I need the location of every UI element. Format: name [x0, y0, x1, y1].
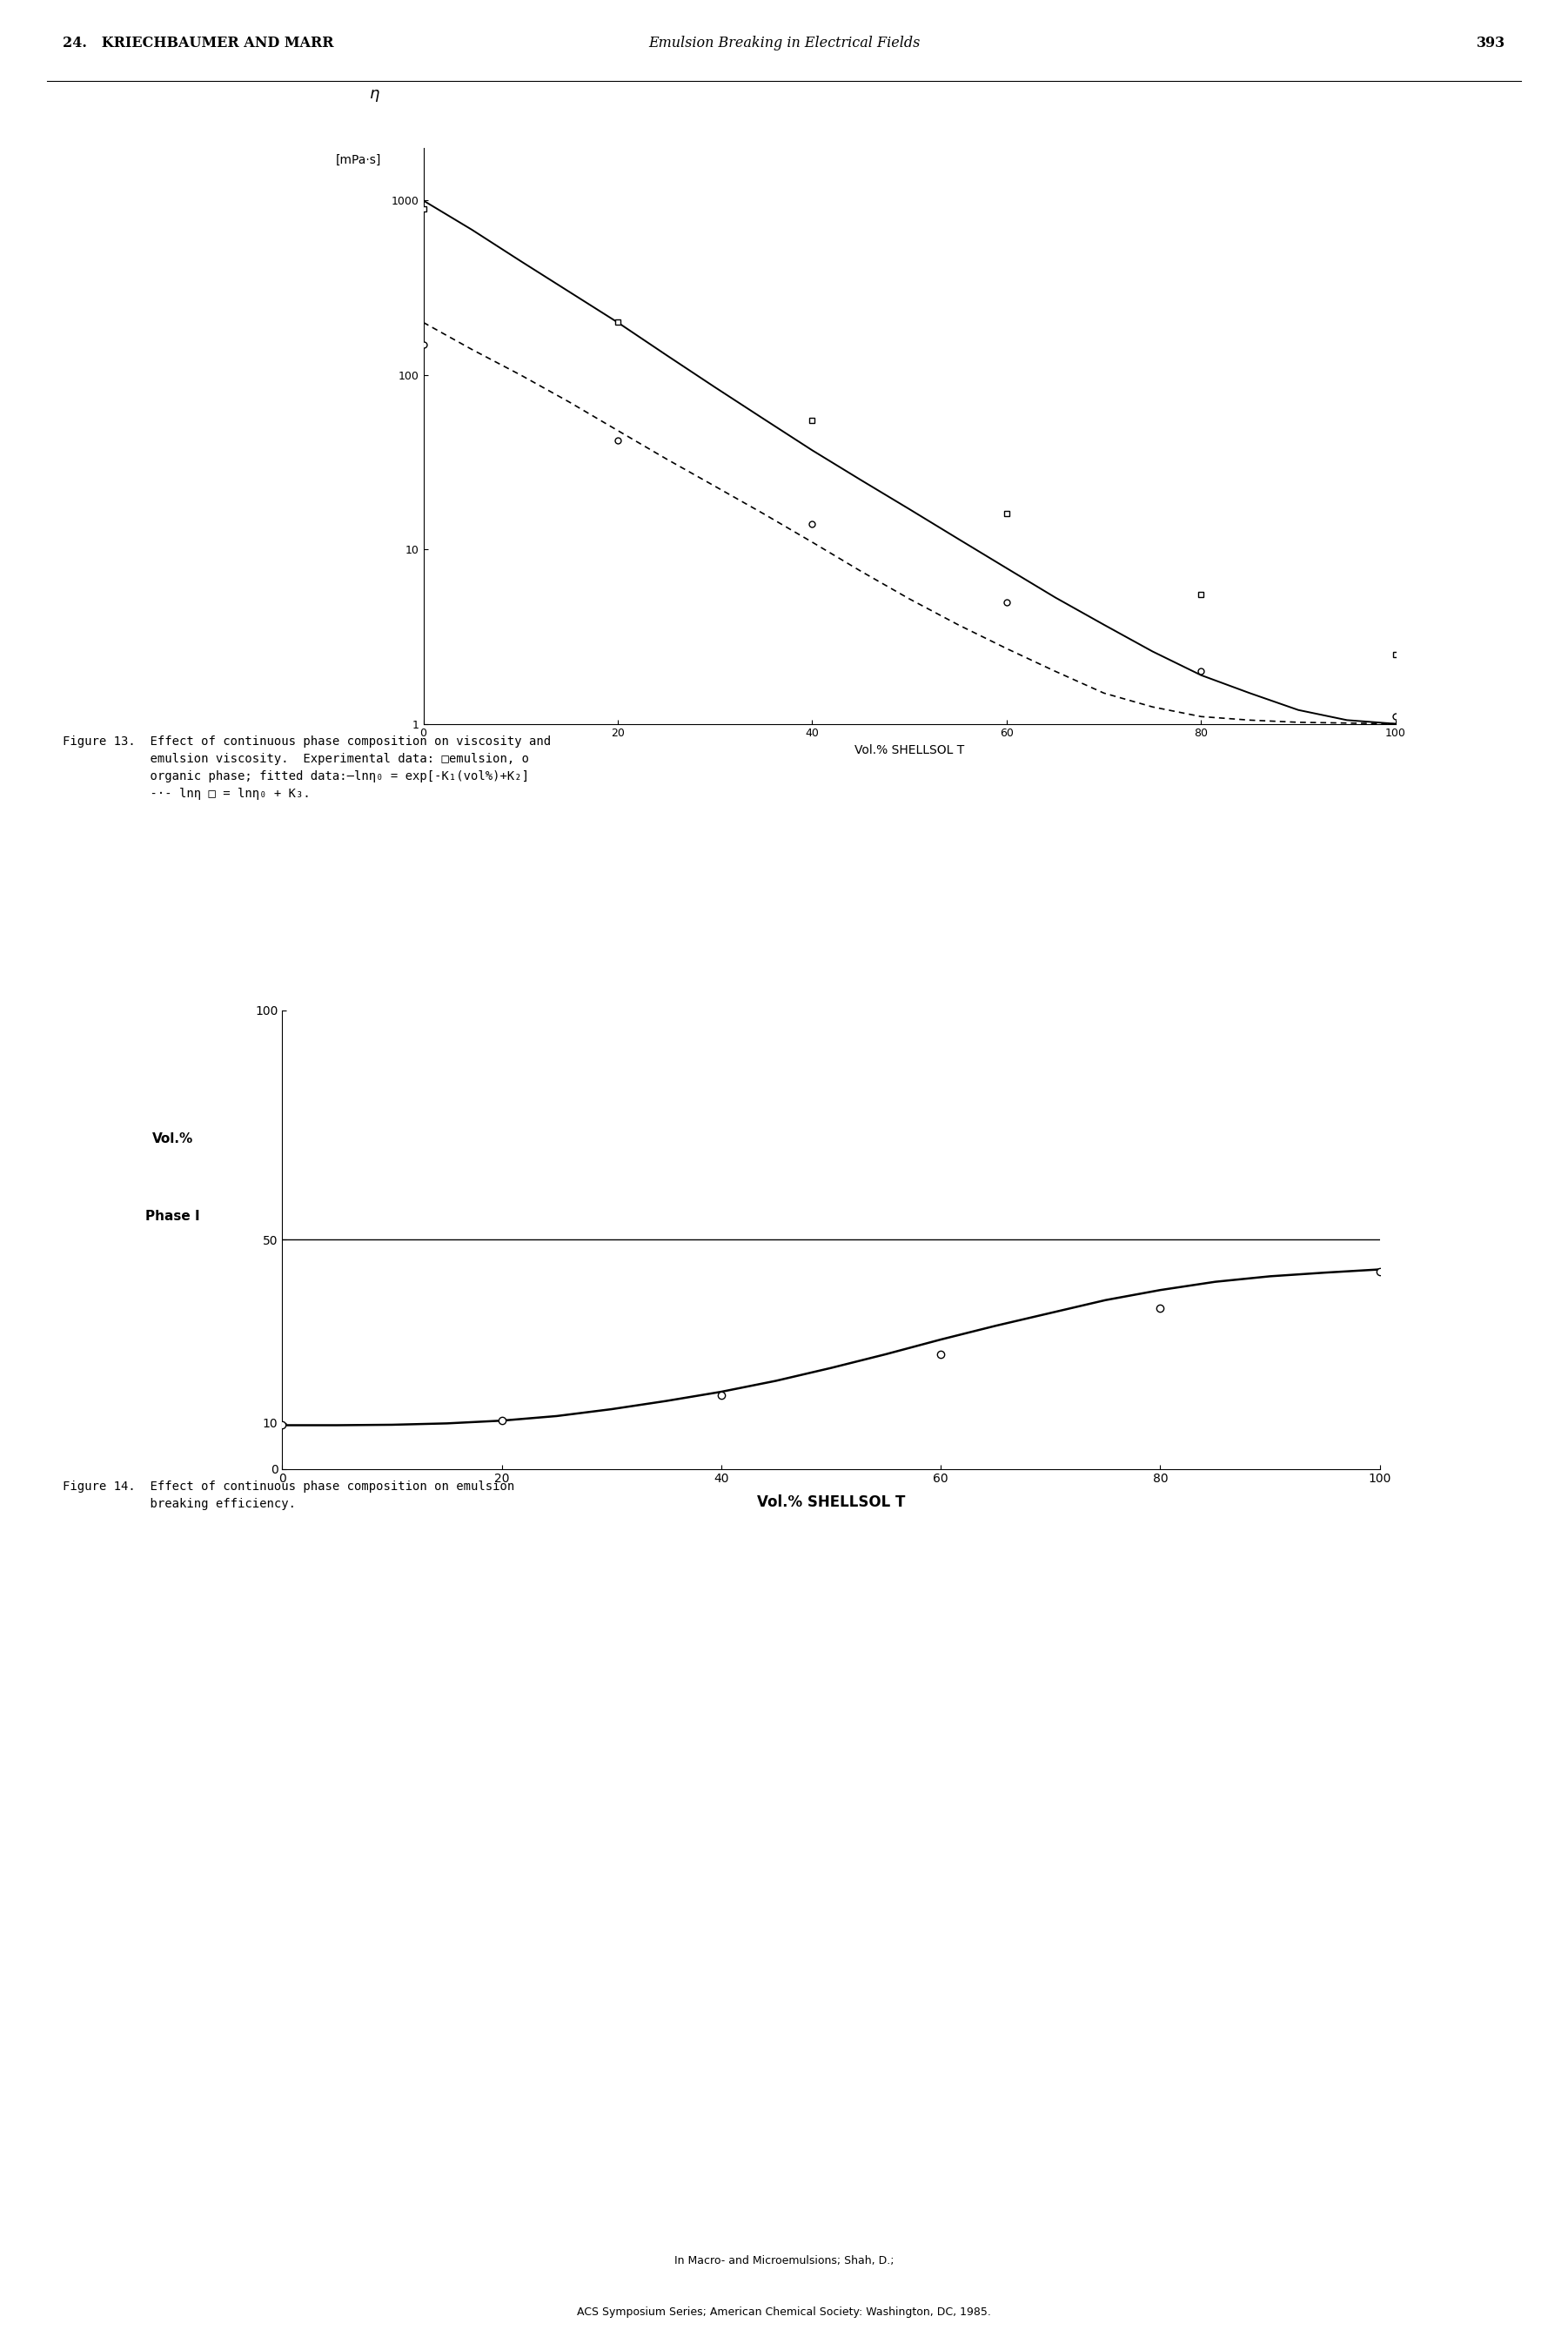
Text: η: η — [370, 87, 379, 101]
X-axis label: Vol.% SHELLSOL T: Vol.% SHELLSOL T — [855, 745, 964, 757]
Text: Phase I: Phase I — [146, 1210, 199, 1224]
Text: [mPa·s]: [mPa·s] — [336, 153, 381, 167]
Text: ACS Symposium Series; American Chemical Society: Washington, DC, 1985.: ACS Symposium Series; American Chemical … — [577, 2308, 991, 2317]
Text: Figure 13.  Effect of continuous phase composition on viscosity and
            : Figure 13. Effect of continuous phase co… — [63, 736, 550, 799]
Text: 24.   KRIECHBAUMER AND MARR: 24. KRIECHBAUMER AND MARR — [63, 35, 334, 49]
Text: 393: 393 — [1477, 35, 1505, 49]
X-axis label: Vol.% SHELLSOL T: Vol.% SHELLSOL T — [757, 1495, 905, 1511]
Text: Vol.%: Vol.% — [152, 1133, 193, 1144]
Text: Emulsion Breaking in Electrical Fields: Emulsion Breaking in Electrical Fields — [648, 35, 920, 49]
Text: In Macro- and Microemulsions; Shah, D.;: In Macro- and Microemulsions; Shah, D.; — [674, 2256, 894, 2265]
Text: Figure 14.  Effect of continuous phase composition on emulsion
            break: Figure 14. Effect of continuous phase co… — [63, 1480, 514, 1511]
